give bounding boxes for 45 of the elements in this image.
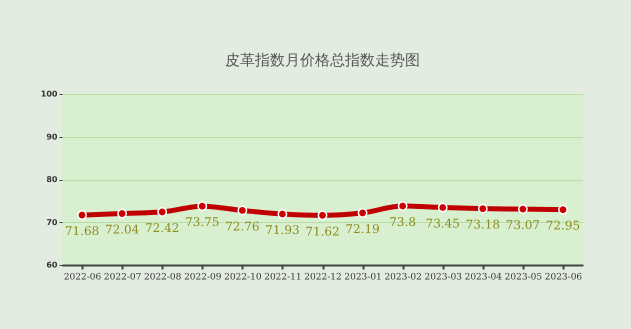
x-tick-label: 2023-02: [384, 272, 422, 282]
data-label: 72.19: [345, 222, 380, 236]
x-tick-label: 2022-11: [264, 272, 302, 282]
data-label: 73.8: [389, 215, 416, 230]
point: [478, 204, 488, 214]
point: [518, 204, 528, 214]
data-label: 73.45: [426, 216, 460, 230]
x-tick-label: 2022-06: [64, 272, 102, 282]
point: [117, 208, 128, 218]
data-label: 71.62: [305, 224, 340, 238]
data-label: 73.07: [506, 218, 540, 232]
data-label: 71.68: [64, 224, 100, 238]
x-tick-label: 2022-08: [144, 272, 182, 282]
point: [157, 206, 168, 217]
x-tick-label: 2023-01: [344, 272, 382, 282]
point: [358, 208, 368, 218]
y-tick-label: 90: [46, 132, 58, 142]
point: [237, 206, 248, 216]
x-tick-label: 2023-06: [544, 272, 582, 282]
data-label: 72.76: [225, 219, 260, 234]
y-tick-label: 70: [46, 218, 58, 227]
data-label: 72.42: [145, 220, 180, 235]
x-tick-label: 2023-05: [504, 272, 542, 282]
y-tick-label: 60: [46, 260, 58, 270]
y-tick-label: 80: [46, 175, 58, 184]
x-tick-label: 2022-09: [184, 272, 222, 282]
chart-title: 皮革指数月价格总指数走势图: [225, 51, 420, 69]
x-tick-label: 2023-03: [424, 272, 462, 282]
point: [438, 202, 448, 212]
x-tick-label: 2022-07: [104, 272, 142, 282]
data-label: 72.95: [546, 218, 580, 233]
point: [398, 201, 408, 211]
y-tick-label: 100: [40, 90, 58, 98]
x-tick-label: 2022-12: [304, 272, 342, 282]
x-tick-label: 2023-04: [464, 272, 502, 282]
point: [197, 201, 208, 212]
data-label: 71.93: [265, 223, 300, 237]
point: [318, 210, 328, 220]
point: [558, 204, 568, 215]
data-label: 73.18: [466, 218, 500, 232]
data-label: 73.75: [185, 215, 220, 230]
point: [277, 209, 288, 219]
x-tick-label: 2022-10: [224, 272, 262, 282]
data-label: 72.04: [104, 222, 140, 237]
point: [77, 210, 87, 220]
